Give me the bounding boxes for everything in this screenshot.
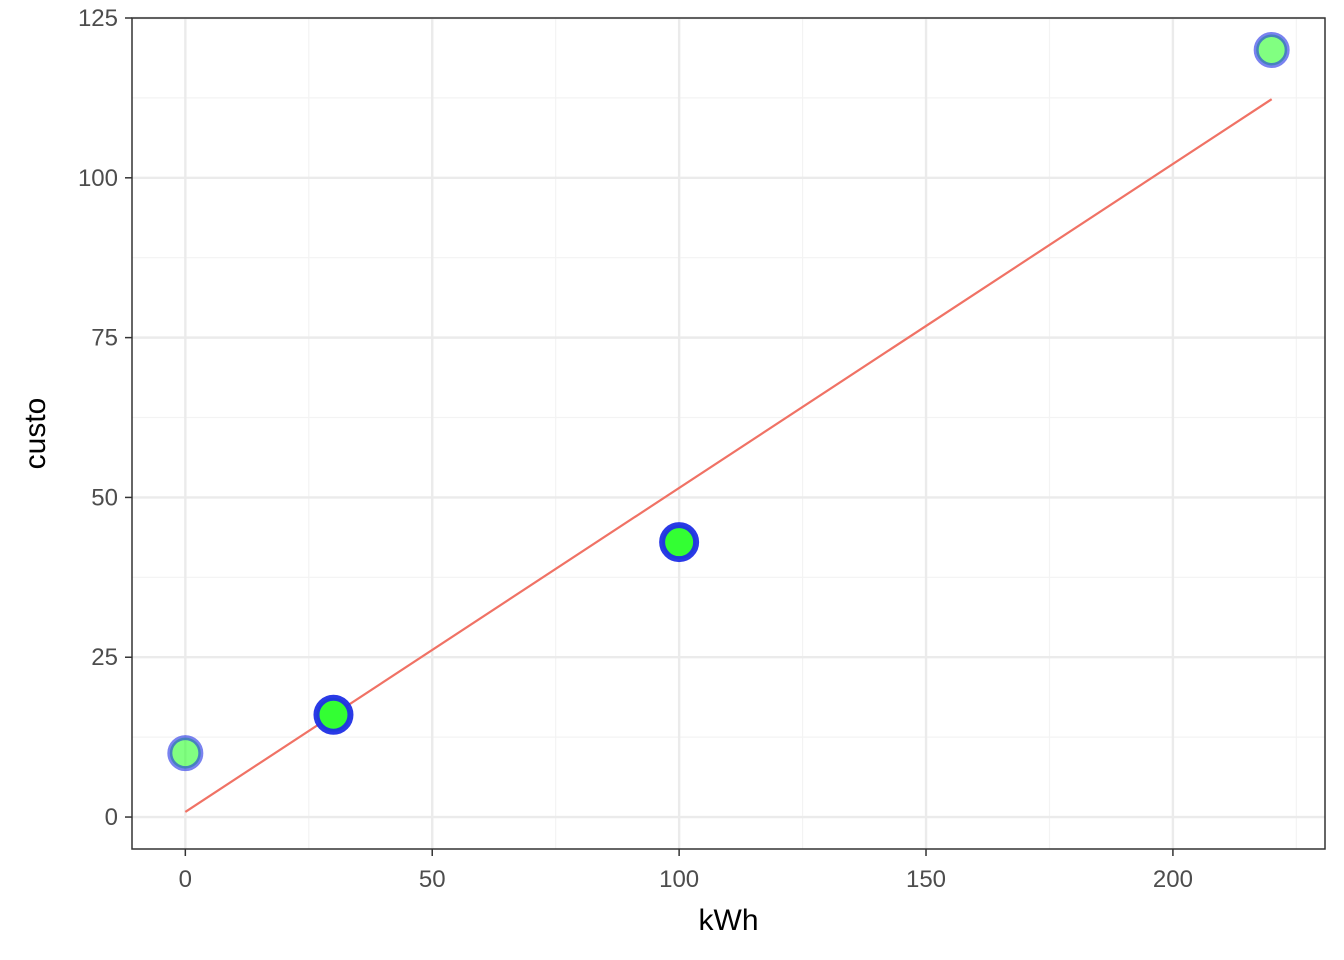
- minor-grid: [132, 18, 1325, 849]
- fit-line: [184, 98, 1273, 813]
- x-axis-title: kWh: [699, 904, 759, 937]
- y-tick-label: 25: [91, 644, 118, 671]
- axis-ticks: 0 50 100 150 200 0 25 50 75 100 125: [78, 5, 1193, 893]
- x-tick-label: 150: [906, 866, 946, 893]
- points-layer: [167, 31, 1290, 772]
- data-point-1: [167, 735, 204, 772]
- y-tick-label: 100: [78, 165, 118, 192]
- y-tick-label: 125: [78, 5, 118, 32]
- x-tick-label: 0: [179, 866, 192, 893]
- x-tick-label: 50: [419, 866, 446, 893]
- x-tick-label: 100: [659, 866, 699, 893]
- data-point-2: [313, 694, 354, 735]
- x-tick-label: 200: [1153, 866, 1193, 893]
- data-point-4: [1253, 31, 1290, 68]
- fit-line-layer: [184, 98, 1273, 813]
- y-tick-label: 50: [91, 484, 118, 511]
- y-tick-label: 0: [105, 804, 118, 831]
- data-point-3: [659, 522, 700, 563]
- panel-border: [131, 17, 1326, 850]
- y-tick-label: 75: [91, 325, 118, 352]
- y-axis-title: custo: [19, 398, 52, 470]
